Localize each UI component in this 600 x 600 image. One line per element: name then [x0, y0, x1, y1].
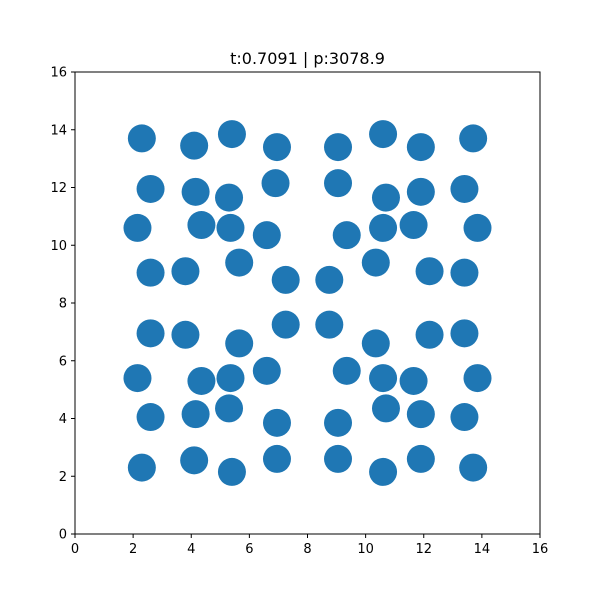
scatter-point [123, 213, 152, 242]
scatter-point [415, 257, 444, 286]
chart-title: t:0.7091 | p:3078.9 [230, 49, 385, 68]
scatter-point [361, 329, 390, 358]
scatter-point [315, 310, 344, 339]
scatter-point [332, 221, 361, 250]
scatter-point [324, 444, 353, 473]
scatter-point [371, 394, 400, 423]
scatter-point [450, 403, 479, 432]
y-tick-label: 4 [59, 412, 67, 427]
scatter-point [187, 211, 216, 240]
scatter-point [123, 364, 152, 393]
x-tick-label: 6 [245, 542, 253, 557]
scatter-point [324, 169, 353, 198]
y-tick-label: 14 [50, 123, 67, 138]
scatter-point [262, 444, 291, 473]
scatter-point [187, 366, 216, 395]
scatter-point [215, 394, 244, 423]
scatter-point [415, 320, 444, 349]
scatter-point [361, 248, 390, 277]
scatter-point [450, 319, 479, 348]
scatter-point [216, 364, 245, 393]
y-tick-label: 8 [59, 297, 67, 312]
scatter-point [225, 329, 254, 358]
scatter-point [252, 221, 281, 250]
scatter-point [136, 319, 165, 348]
x-tick-label: 12 [415, 542, 432, 557]
y-tick-label: 6 [59, 354, 67, 369]
scatter-point [450, 258, 479, 287]
scatter-point [181, 177, 210, 206]
scatter-point [180, 131, 209, 160]
scatter-point [332, 356, 361, 385]
scatter-point [406, 177, 435, 206]
scatter-point [252, 356, 281, 385]
y-tick-label: 2 [59, 470, 67, 485]
scatter-point [181, 400, 210, 429]
scatter-point [271, 265, 300, 294]
y-tick-label: 12 [50, 181, 67, 196]
scatter-point [180, 446, 209, 475]
scatter-point [406, 133, 435, 162]
points-layer [123, 120, 492, 486]
x-tick-label: 14 [474, 542, 491, 557]
scatter-point [459, 124, 488, 153]
scatter-point [315, 265, 344, 294]
x-tick-label: 10 [357, 542, 374, 557]
scatter-point [262, 133, 291, 162]
scatter-point [225, 248, 254, 277]
scatter-point [171, 257, 200, 286]
scatter-point [261, 169, 290, 198]
scatter-point [399, 211, 428, 240]
scatter-point [217, 457, 246, 486]
scatter-point [127, 124, 156, 153]
scatter-point [463, 213, 492, 242]
x-tick-label: 4 [187, 542, 195, 557]
scatter-point [215, 183, 244, 212]
scatter-point [459, 453, 488, 482]
x-tick-label: 16 [532, 542, 549, 557]
axes-layer: 0 2 4 6 8 10 12 14 16 0 2 4 6 8 10 12 14 16 [50, 66, 548, 558]
scatter-point [399, 366, 428, 395]
scatter-point [371, 183, 400, 212]
scatter-point [406, 444, 435, 473]
y-tick-label: 10 [50, 239, 67, 254]
x-tick-label: 8 [303, 542, 311, 557]
scatter-point [136, 403, 165, 432]
scatter-point [450, 174, 479, 203]
scatter-point [216, 213, 245, 242]
scatter-point [406, 400, 435, 429]
scatter-point [136, 258, 165, 287]
scatter-point [369, 213, 398, 242]
scatter-point [463, 364, 492, 393]
scatter-point [127, 453, 156, 482]
scatter-point [324, 133, 353, 162]
x-tick-label: 2 [129, 542, 137, 557]
scatter-point [324, 408, 353, 437]
scatter-point [262, 408, 291, 437]
x-tick-label: 0 [71, 542, 79, 557]
scatter-point [217, 120, 246, 149]
y-tick-label: 0 [59, 528, 67, 543]
scatter-point [369, 364, 398, 393]
scatter-point [369, 120, 398, 149]
scatter-point [171, 320, 200, 349]
scatter-point [271, 310, 300, 339]
scatter-point [369, 457, 398, 486]
scatter-point [136, 174, 165, 203]
y-tick-label: 16 [50, 66, 67, 81]
